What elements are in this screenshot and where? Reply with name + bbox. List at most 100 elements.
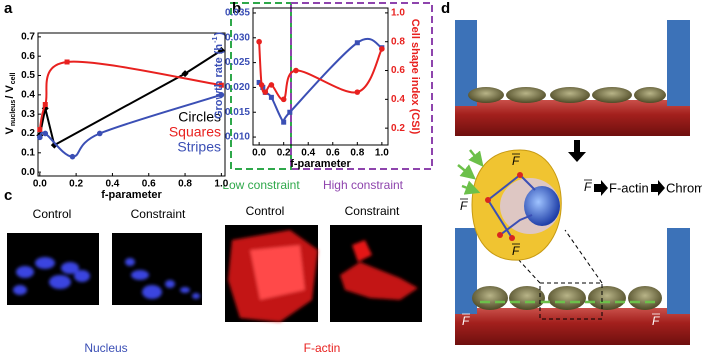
y-axis-title: Vnucleus/ Vcell xyxy=(4,72,17,134)
y-tick-label: 0.5 xyxy=(21,70,35,81)
x-tick-label: 0.8 xyxy=(178,179,192,190)
y-axis-title: Growth rate (h-1) xyxy=(212,32,225,119)
marker xyxy=(181,70,189,78)
marker xyxy=(42,130,49,137)
x-tick-label: 0.6 xyxy=(326,148,340,159)
series-line xyxy=(258,41,383,101)
marker xyxy=(37,127,43,133)
y-axis-title-part: nucleus xyxy=(10,100,17,127)
zoom-line xyxy=(564,229,603,284)
x-tick-label: 0.2 xyxy=(277,148,291,159)
y-tick-label: 0.025 xyxy=(225,57,250,68)
y2-axis-title: Cell shape index (CSI) xyxy=(409,19,421,135)
y-tick-label: 0.0 xyxy=(21,167,35,178)
y-tick-label: 0.020 xyxy=(225,82,250,93)
marker xyxy=(218,92,225,98)
x-tick-label: 0.4 xyxy=(301,148,315,159)
y-axis-title-part: cell xyxy=(10,72,17,84)
marker xyxy=(258,82,265,88)
pillar xyxy=(455,20,477,106)
micrographs: Control Constraint Control Constraint Nu… xyxy=(7,204,422,355)
x-tick-label: 1.0 xyxy=(214,179,228,190)
y2-tick-label: 0.2 xyxy=(391,123,405,134)
legend-entry: Squares xyxy=(169,124,221,140)
schematic: F F F F F F F-actin Chromatin xyxy=(455,20,702,345)
image-caption: F-actin xyxy=(304,341,341,355)
pillar xyxy=(455,228,477,314)
marker xyxy=(281,119,287,125)
marker xyxy=(256,79,262,85)
marker xyxy=(293,67,299,74)
series-line xyxy=(38,60,222,130)
marker xyxy=(268,94,274,100)
image-label: Constraint xyxy=(345,204,400,218)
image-label: Control xyxy=(246,204,285,218)
x-tick-label: 0.4 xyxy=(105,179,119,190)
y-tick-label: 0.035 xyxy=(225,8,250,19)
pillar xyxy=(667,20,690,106)
panel-label: a xyxy=(4,0,13,17)
force-symbol: F xyxy=(512,154,520,168)
marker xyxy=(42,102,48,107)
nucleus xyxy=(524,186,560,226)
y-tick-label: 0.015 xyxy=(225,107,250,118)
nuclei xyxy=(13,257,200,299)
image-label: Constraint xyxy=(131,207,186,221)
y-tick-label: 0.6 xyxy=(21,51,35,62)
y-tick-label: 0.010 xyxy=(225,132,250,143)
force-symbol: F xyxy=(652,314,660,328)
plot-frame xyxy=(252,7,389,146)
legend-entry: Stripes xyxy=(177,139,221,155)
marker xyxy=(69,153,76,160)
pathway-step: F-actin xyxy=(609,180,649,195)
series-line xyxy=(258,37,383,125)
y2-tick-label: 0.8 xyxy=(391,36,405,47)
y2-tick-label: 0.6 xyxy=(391,65,405,76)
x-tick-label: 0.0 xyxy=(33,179,47,190)
actin xyxy=(228,230,418,322)
y-tick-label: 0.3 xyxy=(21,109,35,120)
pathway-step: Chromatin xyxy=(666,180,702,195)
y-axis-title-part: ) xyxy=(213,32,225,36)
y-tick-label: 0.030 xyxy=(225,32,250,43)
vector-arrows xyxy=(460,153,660,315)
y-tick-label: 0.4 xyxy=(21,89,35,100)
force-symbol: F xyxy=(512,244,520,258)
y-tick-label: 0.2 xyxy=(21,128,35,139)
marker xyxy=(354,89,361,95)
y2-tick-label: 1.0 xyxy=(391,8,405,19)
y-axis-title-part: V xyxy=(4,126,16,134)
cells-top xyxy=(468,87,666,103)
constraint-boxes: Low constraint High constraint xyxy=(222,2,433,192)
zoom-box xyxy=(539,282,603,320)
marker xyxy=(262,89,269,95)
force-symbol: F xyxy=(460,199,468,213)
force-symbols: F F F F F F xyxy=(460,154,660,328)
marker xyxy=(280,96,287,103)
y-axis-title-part: / V xyxy=(4,85,16,99)
y-tick-label: 0.1 xyxy=(21,147,35,158)
pillar xyxy=(667,228,690,314)
force-arrows xyxy=(457,149,484,195)
marker xyxy=(354,40,360,46)
substrate xyxy=(455,100,690,136)
legend-entry: Circles xyxy=(178,109,221,125)
x-tick-label: 0.6 xyxy=(142,179,156,190)
y-tick-label: 0.7 xyxy=(21,32,35,43)
x-tick-label: 0.2 xyxy=(69,179,83,190)
cells-bottom xyxy=(472,286,662,310)
x-tick-label: 1.0 xyxy=(375,148,389,159)
pathway-arrow xyxy=(594,180,608,196)
x-tick-label: 0.0 xyxy=(252,148,266,159)
substrate xyxy=(455,308,690,345)
panel-label: d xyxy=(441,0,450,17)
panel-label: c xyxy=(4,187,12,204)
panel-label: b xyxy=(232,0,241,17)
y2-tick-label: 0.4 xyxy=(391,94,405,105)
marker xyxy=(37,134,43,141)
marker xyxy=(96,130,103,137)
image-label: Control xyxy=(33,207,72,221)
force-symbol: F xyxy=(584,180,592,194)
image-caption: Nucleus xyxy=(84,341,127,355)
